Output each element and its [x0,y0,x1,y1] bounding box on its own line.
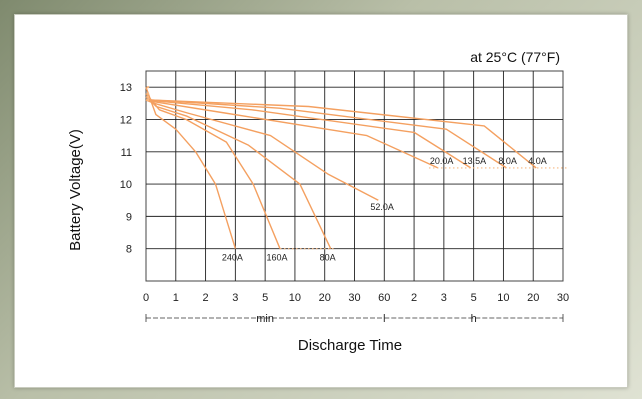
x-tick-label: 2 [203,292,209,304]
x-tick-label: 10 [497,292,509,304]
curve-13-5A [145,99,472,169]
y-tick-label: 9 [126,211,132,223]
x-tick-label: 2 [411,292,417,304]
x-tick-label: 30 [348,292,360,304]
x-tick-label: 5 [262,292,268,304]
curve-80A [145,96,332,250]
unit-label: min [256,313,274,325]
curve-start-dot [146,95,150,99]
chart-grid [145,70,564,322]
y-tick-label: 12 [120,114,132,126]
series-label: 160A [267,253,288,263]
series-label: 8.0A [498,156,517,166]
y-tick-label: 11 [121,147,132,159]
x-tick-label: 0 [143,292,149,304]
series-label: 240A [222,253,243,263]
unit-label: h [471,313,477,325]
series-label: 20.0A [430,156,454,166]
x-tick-label: 20 [527,292,539,304]
temperature-annotation: at 25°C (77°F) [470,49,560,65]
x-tick-label: 60 [378,292,390,304]
curve-start-dot [146,98,150,102]
x-tick-label: 3 [232,292,238,304]
curve-160A [145,93,281,249]
y-tick-label: 10 [120,179,132,191]
chart-frame: 8 9 10 11 12 13 0 1 2 3 5 10 20 30 60 2 3 5 10 20 30 min h 240A… [14,14,628,388]
x-tick-label: 3 [441,292,447,304]
curve-start-dot [146,85,150,89]
x-axis-title: Discharge Time [298,337,402,354]
x-tick-label: 5 [471,292,477,304]
series-label: 13.5A [463,156,487,166]
series-label: 80A [320,253,336,263]
curve-start-dot [146,92,150,95]
y-tick-label: 13 [120,82,132,94]
x-tick-label: 20 [319,292,331,304]
chart-curves [145,85,569,250]
y-tick-label: 8 [126,244,132,256]
series-label: 4.0A [528,156,547,166]
series-label: 52.0A [370,202,394,212]
curve-4-0A [146,99,537,169]
x-tick-label: 1 [173,292,179,304]
curve-52-0A [145,99,379,201]
curve-240A [145,86,237,249]
x-tick-label: 30 [557,292,569,304]
x-tick-label: 10 [289,292,301,304]
y-axis-title: Battery Voltage(V) [67,129,84,251]
